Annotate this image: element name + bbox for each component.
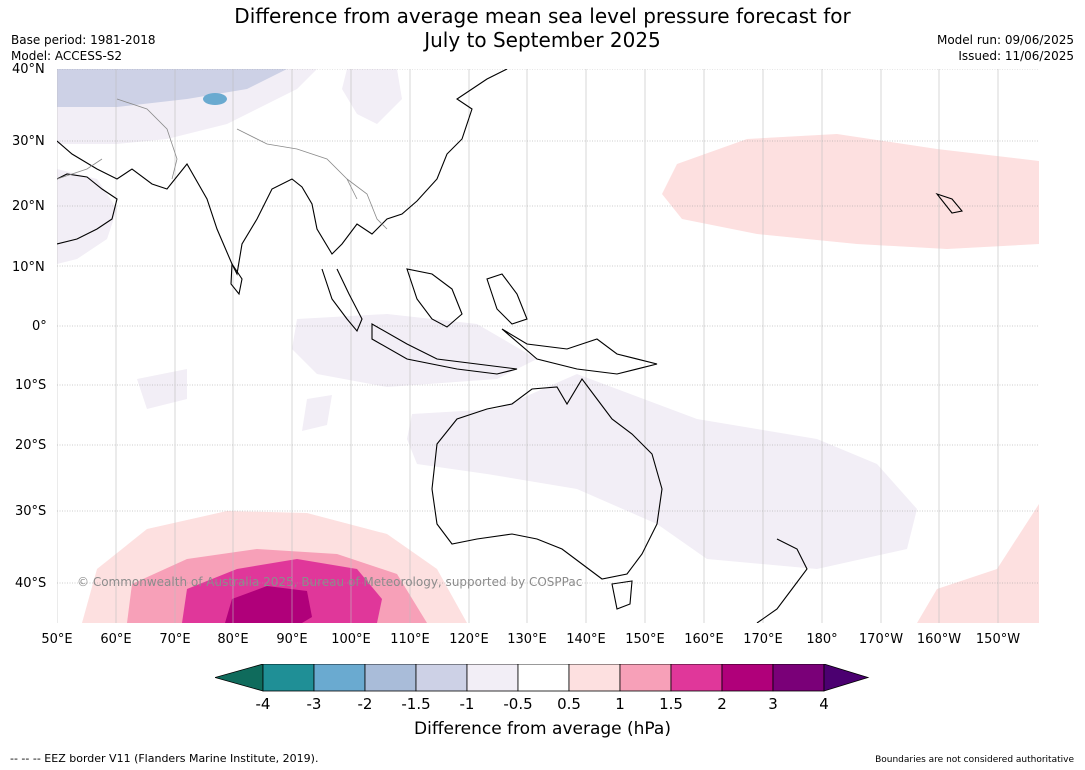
- lon-label-100e: 100°E: [331, 632, 371, 647]
- model-info: Base period: 1981-2018 Model: ACCESS-S2: [11, 32, 156, 64]
- lon-label-50e: 50°E: [41, 632, 73, 647]
- legend-arrow-high: [823, 664, 870, 692]
- map-meridians: [57, 69, 999, 623]
- legend-tick: 4: [819, 695, 829, 713]
- legend-label: Difference from average (hPa): [414, 719, 671, 739]
- lon-label-140e: 140°E: [566, 632, 606, 647]
- lat-label-40s: 40°S: [15, 576, 47, 591]
- legend-swatch: [262, 664, 315, 692]
- eez-note: -- -- -- EEZ border V11 (Flanders Marine…: [10, 752, 319, 765]
- legend-tick: -0.5: [503, 695, 533, 713]
- base-period: Base period: 1981-2018: [11, 33, 156, 47]
- lat-label-20n: 20°N: [12, 199, 45, 214]
- lon-label-130e: 130°E: [507, 632, 547, 647]
- lat-label-10n: 10°N: [12, 260, 45, 275]
- run-info: Model run: 09/06/2025 Issued: 11/06/2025: [937, 32, 1074, 64]
- coastlines: [57, 69, 964, 623]
- model-run: Model run: 09/06/2025: [936, 33, 1074, 47]
- legend-swatch: [415, 664, 468, 692]
- legend-swatch: [313, 664, 366, 692]
- boundary-disclaimer: Boundaries are not considered authoritat…: [875, 755, 1074, 765]
- lon-label-170w: 170°W: [858, 632, 904, 647]
- lon-label-160w: 160°W: [916, 632, 962, 647]
- lon-label-80e: 80°E: [217, 632, 249, 647]
- legend-tick: 2: [717, 695, 727, 713]
- legend-tick: -3: [306, 695, 322, 713]
- legend-swatch: [466, 664, 519, 692]
- lat-label-10s: 10°S: [15, 378, 47, 393]
- legend-tick: -1: [459, 695, 475, 713]
- copyright-notice: © Commonwealth of Australia 2025, Bureau…: [77, 575, 582, 589]
- lon-label-110e: 110°E: [390, 632, 430, 647]
- issued-date: Issued: 11/06/2025: [958, 49, 1074, 63]
- lon-label-180: 180°: [806, 632, 838, 647]
- legend-swatch: [721, 664, 774, 692]
- lon-label-150e: 150°E: [625, 632, 665, 647]
- pressure-anomaly-map: © Commonwealth of Australia 2025, Bureau…: [57, 69, 1039, 623]
- lon-label-90e: 90°E: [276, 632, 308, 647]
- legend-swatch: [568, 664, 621, 692]
- legend-tick: -1.5: [401, 695, 431, 713]
- legend-tick: 0.5: [557, 695, 581, 713]
- legend-swatch: [517, 664, 570, 692]
- country-borders: [57, 98, 388, 230]
- colour-legend: [215, 664, 870, 692]
- map-gridlines: [57, 69, 1039, 584]
- legend-swatch: [619, 664, 672, 692]
- legend-tick: 3: [768, 695, 778, 713]
- legend-tick: -2: [357, 695, 373, 713]
- legend-tick: -4: [255, 695, 271, 713]
- legend-tick: 1.5: [659, 695, 683, 713]
- legend-swatch: [670, 664, 723, 692]
- title-line-2: July to September 2025: [424, 28, 661, 52]
- lat-label-30n: 30°N: [12, 134, 45, 149]
- anomaly-shading: [57, 69, 1039, 623]
- lat-label-30s: 30°S: [15, 504, 47, 519]
- legend-swatch: [772, 664, 825, 692]
- lon-label-70e: 70°E: [159, 632, 191, 647]
- lon-label-150w: 150°W: [975, 632, 1021, 647]
- legend-swatch: [364, 664, 417, 692]
- legend-tick: 1: [615, 695, 625, 713]
- lat-label-20s: 20°S: [15, 438, 47, 453]
- lon-label-170e: 170°E: [743, 632, 783, 647]
- model-name: Model: ACCESS-S2: [11, 49, 123, 63]
- lon-label-120e: 120°E: [449, 632, 489, 647]
- title-line-1: Difference from average mean sea level p…: [234, 4, 851, 28]
- lat-label-0: 0°: [32, 319, 47, 334]
- legend-arrow-low: [215, 664, 264, 692]
- map-title: Difference from average mean sea level p…: [0, 4, 1085, 52]
- lon-label-60e: 60°E: [100, 632, 132, 647]
- lat-label-40n: 40°N: [12, 62, 45, 77]
- lon-label-160e: 160°E: [684, 632, 724, 647]
